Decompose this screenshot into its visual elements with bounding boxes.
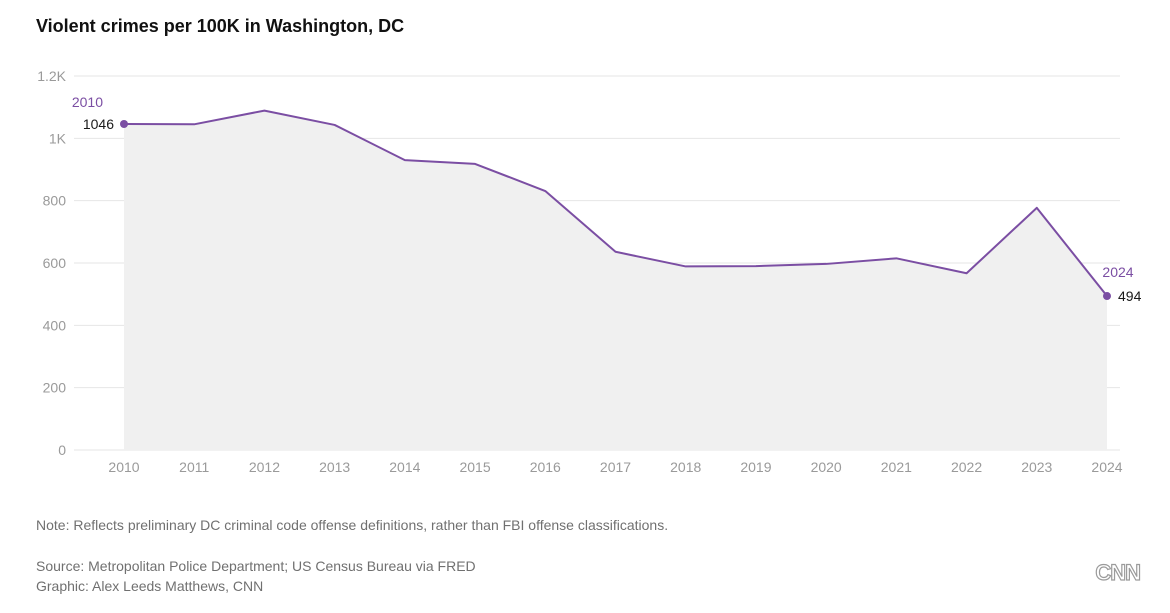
y-tick-label: 0 bbox=[58, 442, 66, 458]
x-tick-label: 2012 bbox=[249, 459, 280, 475]
x-tick-label: 2010 bbox=[108, 459, 139, 475]
x-tick-label: 2018 bbox=[670, 459, 701, 475]
chart-source: Source: Metropolitan Police Department; … bbox=[36, 556, 476, 596]
x-tick-label: 2023 bbox=[1021, 459, 1052, 475]
annotation-value-end: 494 bbox=[1118, 288, 1142, 304]
x-tick-label: 2024 bbox=[1091, 459, 1122, 475]
line-layer bbox=[120, 109, 1111, 301]
x-tick-label: 2011 bbox=[179, 459, 209, 475]
annotation-year-start: 2010 bbox=[72, 94, 103, 110]
chart-title: Violent crimes per 100K in Washington, D… bbox=[36, 16, 405, 36]
annotations: 2010 1046 2024 494 bbox=[72, 94, 1142, 304]
y-axis: 0 200 400 600 800 1K 1.2K bbox=[37, 68, 66, 458]
x-tick-label: 2013 bbox=[319, 459, 350, 475]
x-tick-label: 2022 bbox=[951, 459, 982, 475]
y-tick-label: 400 bbox=[43, 317, 67, 333]
credit-text: Graphic: Alex Leeds Matthews, CNN bbox=[36, 578, 264, 594]
source-text: Source: Metropolitan Police Department; … bbox=[36, 558, 476, 574]
x-tick-label: 2014 bbox=[389, 459, 420, 475]
x-tick-label: 2021 bbox=[881, 459, 912, 475]
x-tick-label: 2020 bbox=[811, 459, 842, 475]
annotation-year-end: 2024 bbox=[1102, 264, 1133, 280]
line-chart: 0 200 400 600 800 1K 1.2K 2010 2011 2012 2013 2014… bbox=[37, 68, 1142, 475]
x-tick-label: 2015 bbox=[459, 459, 490, 475]
annotation-value-start: 1046 bbox=[83, 116, 114, 132]
x-tick-label: 2017 bbox=[600, 459, 631, 475]
y-tick-label: 200 bbox=[43, 380, 67, 396]
data-point bbox=[120, 119, 128, 128]
y-tick-label: 600 bbox=[43, 255, 67, 271]
x-axis: 2010 2011 2012 2013 2014 2015 2016 2017 2018 2019… bbox=[108, 459, 1122, 475]
data-point bbox=[1103, 292, 1111, 301]
x-tick-label: 2019 bbox=[740, 459, 771, 475]
y-tick-label: 1.2K bbox=[37, 68, 66, 84]
area-layer bbox=[124, 110, 1107, 450]
area-fill bbox=[124, 110, 1107, 450]
series-line bbox=[123, 109, 1108, 297]
cnn-logo: CNN bbox=[1095, 559, 1142, 585]
y-tick-label: 1K bbox=[49, 130, 67, 146]
chart-note: Note: Reflects preliminary DC criminal c… bbox=[36, 517, 669, 533]
x-tick-label: 2016 bbox=[530, 459, 561, 475]
y-tick-label: 800 bbox=[43, 193, 67, 209]
